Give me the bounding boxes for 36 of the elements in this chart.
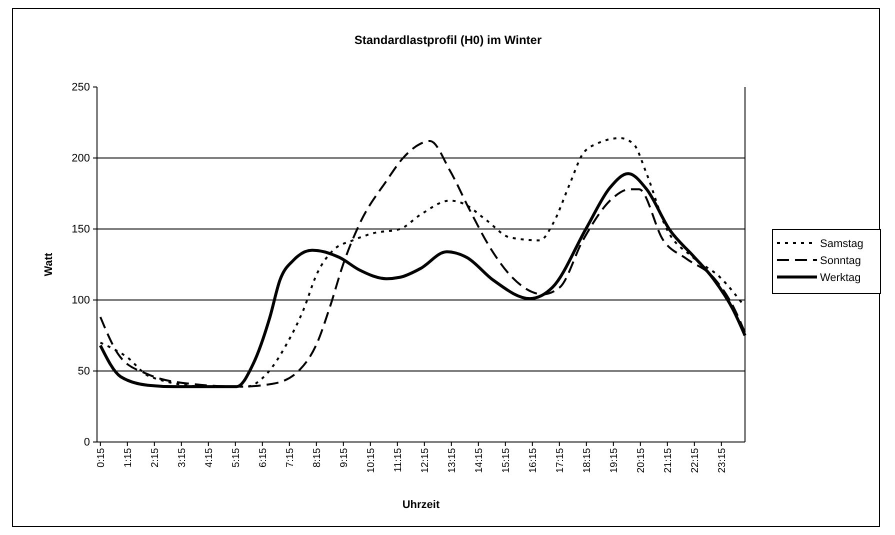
x-tick-label: 14:15: [474, 448, 485, 474]
y-tick-label: 0: [84, 436, 90, 449]
x-tick-label: 7:15: [284, 448, 296, 468]
y-tick-label: 150: [72, 224, 90, 236]
x-tick-label: 16:15: [528, 448, 539, 474]
x-tick-label: 12:15: [420, 448, 431, 474]
x-tick-label: 10:15: [366, 448, 377, 474]
x-tick-label: 0:15: [96, 448, 107, 468]
x-tick-label: 3:15: [176, 448, 188, 468]
x-tick-label: 18:15: [582, 448, 593, 474]
x-tick-label: 5:15: [230, 448, 242, 468]
x-tick-label: 6:15: [258, 448, 269, 468]
x-tick-label: 13:15: [446, 448, 458, 474]
y-tick-label: 100: [72, 294, 90, 307]
y-axis-title: Watt: [43, 252, 55, 276]
x-tick-label: 21:15: [662, 448, 674, 474]
x-tick-label: 8:15: [312, 448, 323, 468]
x-tick-label: 19:15: [608, 448, 620, 474]
x-tick-label: 17:15: [554, 448, 566, 474]
x-tick-label: 22:15: [690, 448, 701, 474]
x-tick-label: 9:15: [338, 448, 350, 468]
legend-label: Sonntag: [820, 255, 861, 267]
x-tick-label: 4:15: [204, 448, 215, 468]
y-tick-label: 200: [72, 152, 90, 165]
legend-label: Samstag: [820, 238, 864, 250]
x-tick-label: 20:15: [636, 448, 647, 474]
chart-title: Standardlastprofil (H0) im Winter: [354, 33, 542, 47]
legend-label: Werktag: [820, 272, 861, 284]
x-tick-label: 2:15: [150, 448, 161, 468]
x-tick-label: 15:15: [500, 448, 512, 474]
x-tick-label: 1:15: [122, 448, 134, 468]
y-tick-label: 250: [72, 82, 90, 94]
x-tick-label: 23:15: [716, 448, 728, 474]
y-tick-label: 50: [78, 366, 90, 378]
x-axis-title: Uhrzeit: [402, 499, 440, 511]
x-tick-label: 11:15: [392, 448, 404, 472]
